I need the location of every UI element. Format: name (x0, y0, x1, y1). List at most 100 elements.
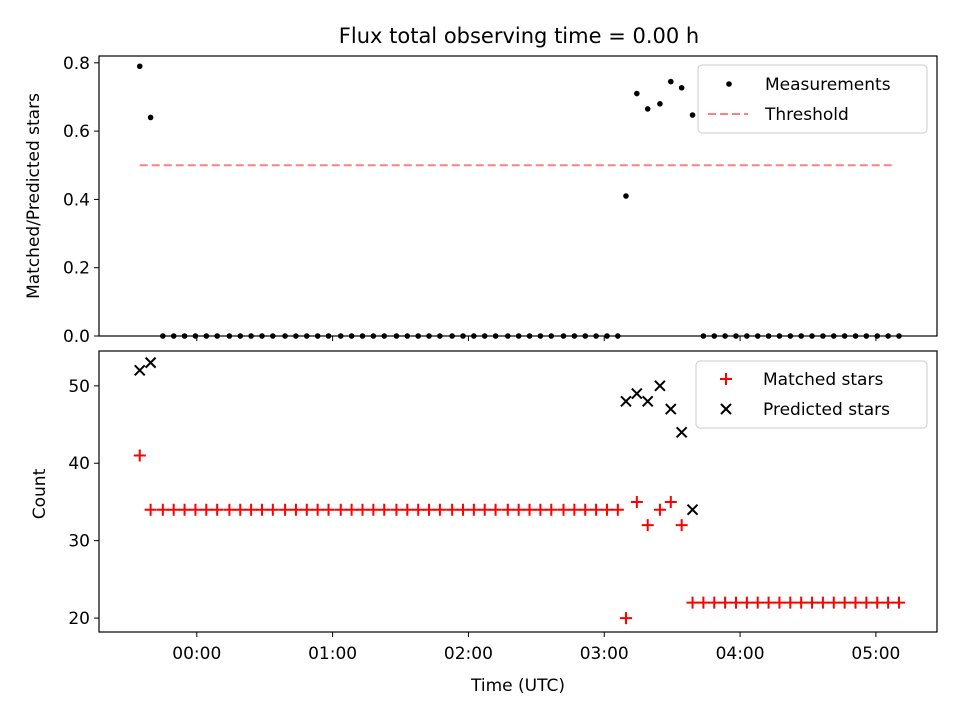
matched-star-point (882, 596, 895, 609)
matched-star-point (795, 596, 808, 609)
matched-star-point (133, 449, 146, 462)
measurement-point (634, 90, 640, 97)
matched-star-point (334, 503, 347, 516)
matched-star-point (784, 596, 797, 609)
top-legend-frame (697, 64, 928, 134)
top-panel: 0.00.20.40.60.8 Matched/Predicted stars … (24, 54, 938, 347)
bottom-x-tick-label: 02:00 (444, 644, 493, 664)
matched-star-point (838, 596, 851, 609)
top-y-axis-label: Matched/Predicted stars (24, 93, 44, 299)
predicted-star-point (665, 403, 677, 415)
matched-star-point (279, 503, 292, 516)
matched-star-point (289, 503, 302, 516)
matched-star-point (653, 503, 666, 516)
matched-star-point (211, 503, 224, 516)
bottom-y-tick-label: 40 (68, 454, 90, 474)
top-plot-frame (98, 55, 938, 337)
matched-star-point (446, 503, 459, 516)
matched-star-point (322, 503, 335, 516)
matched-star-point (266, 503, 279, 516)
chart-title: Flux total observing time = 0.00 h (339, 24, 699, 48)
matched-star-point (234, 503, 247, 516)
matched-star-point (523, 503, 536, 516)
matched-star-point (871, 596, 884, 609)
bottom-plot-frame (98, 350, 938, 633)
matched-star-point (697, 596, 710, 609)
bottom-x-axis: 00:00 01:00 02:00 03:00 04:00 05:00 (172, 632, 900, 664)
bottom-x-axis-label: Time (UTC) (470, 676, 565, 696)
matched-star-point (144, 503, 157, 516)
measurement-point (689, 112, 696, 118)
matched-star-point (619, 612, 632, 625)
matched-star-point (512, 503, 525, 516)
bottom-legend: Matched stars Predicted stars (695, 360, 928, 429)
matched-star-point (311, 503, 324, 516)
matched-star-point (456, 503, 469, 516)
matched-star-point (367, 503, 380, 516)
measurement-point (644, 106, 651, 112)
matched-star-point (545, 503, 558, 516)
matched-star-point (740, 596, 753, 609)
matched-star-point (356, 503, 369, 516)
bottom-y-axis-label: Count (30, 468, 50, 519)
legend-threshold-label: Threshold (764, 105, 849, 125)
matched-star-point (664, 495, 677, 508)
matched-star-point (641, 519, 654, 532)
top-legend: Measurements Threshold (697, 64, 928, 134)
matched-star-point (751, 596, 764, 609)
matched-star-point (412, 503, 425, 516)
matched-star-point (467, 503, 480, 516)
bottom-y-tick-label: 30 (68, 532, 90, 552)
predicted-star-point (686, 503, 699, 516)
legend-matched-marker (720, 373, 732, 385)
bottom-x-tick-label: 03:00 (580, 644, 629, 664)
matched-star-point (675, 519, 688, 532)
matched-star-point (300, 503, 313, 516)
matched-star-point (590, 503, 603, 516)
predicted-star-point (641, 395, 654, 408)
predicted-star-point (620, 395, 632, 408)
matched-star-point (390, 503, 403, 516)
matched-star-point (719, 596, 732, 609)
legend-predicted-label: Predicted stars (763, 400, 890, 420)
matched-star-point (568, 503, 581, 516)
matched-star-point (849, 596, 862, 609)
matched-star-point (178, 503, 191, 516)
matched-star-point (223, 503, 236, 516)
predicted-star-point (144, 356, 157, 369)
matched-star-point (729, 596, 742, 609)
top-y-tick-label: 0.2 (63, 259, 90, 279)
measurement-point (678, 84, 685, 91)
matched-star-point (378, 503, 391, 516)
measurement-point (623, 193, 629, 199)
top-y-axis: 0.0 0.2 0.4 0.6 0.8 (63, 54, 99, 347)
matched-star-point (762, 596, 775, 609)
matched-star-point (816, 596, 829, 609)
matched-star-point (806, 596, 819, 609)
matched-star-point (534, 503, 547, 516)
bottom-x-tick-label: 00:00 (172, 644, 221, 664)
matched-star-point (245, 503, 258, 516)
measurement-point (147, 114, 154, 121)
matched-star-point (579, 503, 592, 516)
measurement-point (667, 78, 674, 85)
top-y-tick-label: 0.8 (63, 54, 90, 74)
top-x-axis (196, 336, 877, 341)
predicted-star-point (675, 426, 688, 438)
bottom-y-tick-label: 20 (68, 609, 90, 629)
matched-star-point (557, 503, 570, 516)
bottom-x-tick-label: 01:00 (308, 644, 357, 664)
bottom-x-tick-label: 04:00 (716, 644, 765, 664)
predicted-star-point (654, 380, 666, 392)
matched-star-point (156, 503, 169, 516)
matched-star-point (630, 495, 643, 508)
matched-star-point (686, 596, 699, 609)
measurement-point (657, 101, 663, 107)
matched-star-point (255, 503, 268, 516)
matched-star-point (708, 596, 721, 609)
top-y-tick-label: 0.0 (63, 327, 90, 347)
matched-star-point (827, 596, 840, 609)
legend-measurements-label: Measurements (765, 75, 891, 95)
